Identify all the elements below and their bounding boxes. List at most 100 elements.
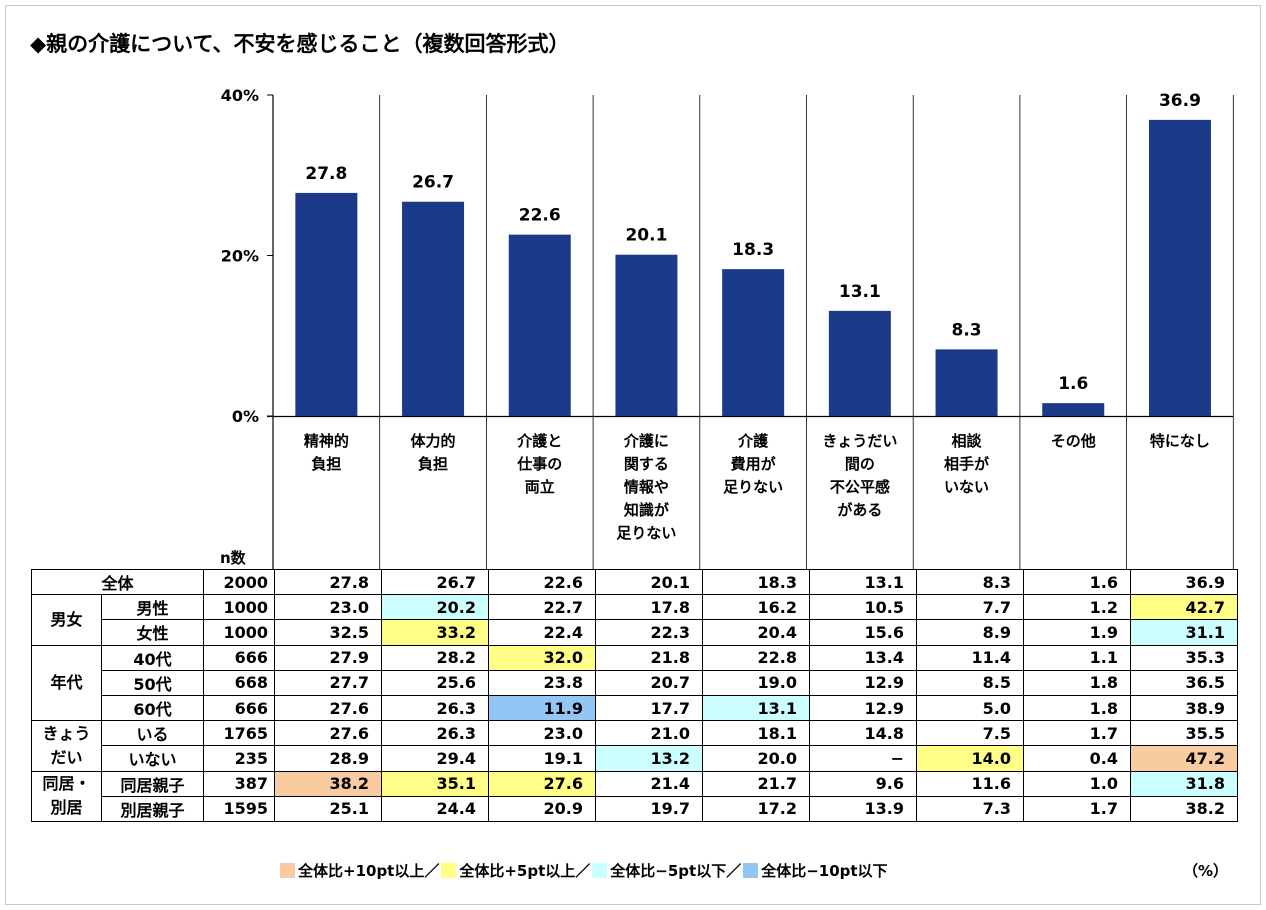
value-cell: 11.6 [916, 770, 1024, 797]
value-cell: 9.6 [809, 770, 917, 797]
value-cell: 8.9 [916, 619, 1024, 646]
value-cell: 17.7 [595, 694, 703, 722]
y-tick-label: 20% [221, 247, 259, 266]
legend-swatch-over5 [441, 863, 457, 878]
value-cell: 27.6 [488, 770, 596, 797]
unit-label: （%） [1183, 862, 1229, 880]
row-label: 60代 [101, 694, 204, 722]
value-cell: 11.4 [916, 644, 1024, 671]
legend-item-under5: 全体比−5pt以下／ [610, 862, 742, 880]
value-cell: 1.0 [1023, 770, 1131, 797]
value-cell: 21.7 [702, 770, 810, 797]
value-cell: 24.4 [381, 795, 489, 822]
bar [295, 192, 358, 416]
table-row: きょう だい いる 1765 27.6 26.3 23.0 21.0 18.1 14.8 7.5 1… [31, 720, 1238, 772]
highlight-legend: 全体比+10pt以上／ 全体比+5pt以上／ 全体比−5pt以下／ 全体比−10pt以… [280, 860, 888, 881]
value-cell: 29.4 [381, 745, 489, 772]
group-label: 年代 [31, 644, 102, 722]
n-count-cell: 1000 [203, 594, 275, 621]
value-cell: − [809, 745, 917, 772]
category-label: 体力的 負担 [410, 432, 456, 473]
value-cell: 18.1 [702, 720, 810, 747]
row-label: 50代 [101, 669, 204, 696]
value-cell: 25.6 [381, 669, 489, 696]
legend-swatch-over10 [280, 863, 295, 878]
bar-value-label: 13.1 [839, 282, 881, 302]
value-cell: 17.8 [595, 594, 703, 621]
category-label: 相談 相手が いない [944, 432, 990, 496]
row-label: 40代 [101, 644, 204, 671]
bar-value-label: 20.1 [625, 226, 667, 246]
n-count-cell: 1595 [203, 795, 275, 822]
value-cell: 1.9 [1023, 619, 1131, 646]
n-count-cell: 1000 [203, 619, 275, 646]
bar-value-label: 18.3 [732, 240, 774, 260]
value-cell: 28.2 [381, 644, 489, 671]
value-cell: 19.7 [595, 795, 703, 822]
bar [402, 201, 465, 416]
group-label: 同居・ 別居 [31, 770, 102, 822]
table-row: 女性 1000 32.5 33.2 22.4 22.3 20.4 15.6 8.9 1.9 31.1 [32, 619, 1238, 646]
bar-chart: 0% 20% 40% 27.8 26.7 22.6 20.1 18.3 13.1 8.3 1.6 36… [221, 86, 1234, 570]
n-count-label: n数 [220, 549, 246, 567]
category-label: 特になし [1149, 432, 1210, 450]
bar [1042, 403, 1105, 416]
table-row: 60代 666 27.6 26.3 11.9 17.7 13.1 12.9 5.0 1.8 38.9 [32, 694, 1238, 722]
value-cell: 36.5 [1130, 669, 1238, 696]
value-cell: 35.5 [1130, 720, 1238, 747]
value-cell: 12.9 [809, 669, 917, 696]
row-label: 女性 [101, 619, 204, 646]
value-cell: 7.7 [916, 594, 1024, 621]
value-cell: 20.4 [702, 619, 810, 646]
row-label: 全体 [31, 568, 204, 596]
legend-item-over5: 全体比+5pt以上／ [459, 862, 591, 880]
value-cell: 20.7 [595, 669, 703, 696]
value-cell: 35.1 [381, 770, 489, 797]
value-cell: 20.9 [488, 795, 596, 822]
value-cell: 28.9 [274, 745, 382, 772]
value-cell: 1.1 [1023, 644, 1131, 671]
value-cell: 42.7 [1130, 594, 1238, 621]
n-count-cell: 666 [203, 644, 275, 671]
value-cell: 11.9 [488, 694, 596, 722]
value-cell: 27.8 [274, 568, 382, 596]
n-count-cell: 668 [203, 669, 275, 696]
bar [1148, 119, 1211, 416]
value-cell: 10.5 [809, 594, 917, 621]
bar [935, 349, 998, 416]
value-cell: 38.9 [1130, 694, 1238, 722]
value-cell: 14.8 [809, 720, 917, 747]
bar [508, 234, 571, 416]
group-label: きょう だい [31, 720, 102, 772]
value-cell: 5.0 [916, 694, 1024, 722]
breakdown-table: 全体 2000 27.8 26.7 22.6 20.1 18.3 13.1 8.3 1.6 36.9… [31, 568, 1238, 822]
value-cell: 1.7 [1023, 795, 1131, 822]
value-cell: 35.3 [1130, 644, 1238, 671]
value-cell: 14.0 [916, 745, 1024, 772]
value-cell: 38.2 [1130, 795, 1238, 822]
table-row: 全体 2000 27.8 26.7 22.6 20.1 18.3 13.1 8.3 1.6 36.9 [31, 568, 1238, 596]
value-cell: 13.4 [809, 644, 917, 671]
group-label: 男女 [31, 594, 102, 646]
row-label: いる [101, 720, 204, 747]
bar-value-label: 8.3 [951, 320, 981, 340]
value-cell: 26.3 [381, 720, 489, 747]
row-label: 同居親子 [101, 770, 204, 797]
value-cell: 31.1 [1130, 619, 1238, 646]
value-cell: 1.7 [1023, 720, 1131, 747]
value-cell: 20.0 [702, 745, 810, 772]
value-cell: 19.0 [702, 669, 810, 696]
n-count-cell: 235 [203, 745, 275, 772]
value-cell: 21.8 [595, 644, 703, 671]
n-count-cell: 2000 [203, 568, 275, 596]
value-cell: 22.3 [595, 619, 703, 646]
table-row: 年代 40代 666 27.9 28.2 32.0 21.8 22.8 13.4 11.4 1.1 3… [31, 644, 1238, 722]
value-cell: 7.5 [916, 720, 1024, 747]
value-cell: 7.3 [916, 795, 1024, 822]
legend-swatch-under5 [592, 863, 608, 878]
n-count-cell: 666 [203, 694, 275, 722]
bar-value-label: 26.7 [412, 173, 454, 193]
legend-item-under10: 全体比−10pt以下 [761, 862, 888, 880]
legend-item-over10: 全体比+10pt以上／ [298, 862, 440, 880]
value-cell: 1.8 [1023, 669, 1131, 696]
